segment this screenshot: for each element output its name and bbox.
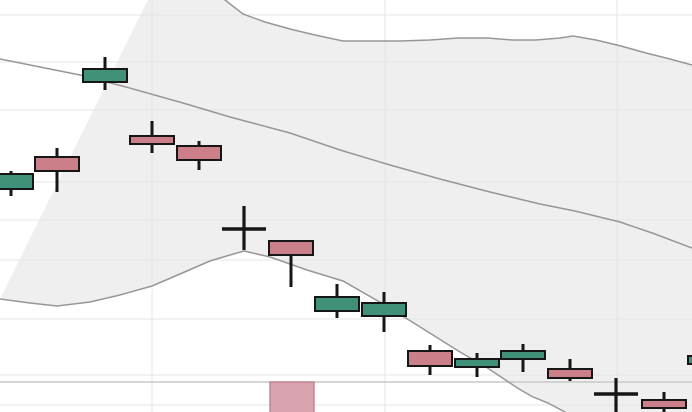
candle-body-bearish — [129, 135, 175, 145]
candle-body-bearish — [641, 399, 687, 409]
bollinger-lower-band-line — [0, 250, 567, 412]
candle-body-bullish — [0, 173, 34, 190]
candle-body-bearish — [34, 156, 80, 172]
candle-body-bullish — [314, 296, 360, 312]
bollinger-upper-band-line — [223, 0, 692, 66]
volume-bar — [269, 381, 315, 412]
candle-body-bearish — [407, 350, 453, 367]
candle-body-bearish — [268, 240, 314, 256]
candle-body-bullish — [687, 355, 692, 365]
candle-body-bearish — [547, 368, 593, 379]
candle-body-bullish — [500, 350, 546, 360]
candle-body-bullish — [454, 358, 500, 368]
candle-body-bullish — [82, 68, 128, 83]
candle-body-bearish — [176, 145, 222, 161]
candle-body-bullish — [361, 302, 407, 317]
